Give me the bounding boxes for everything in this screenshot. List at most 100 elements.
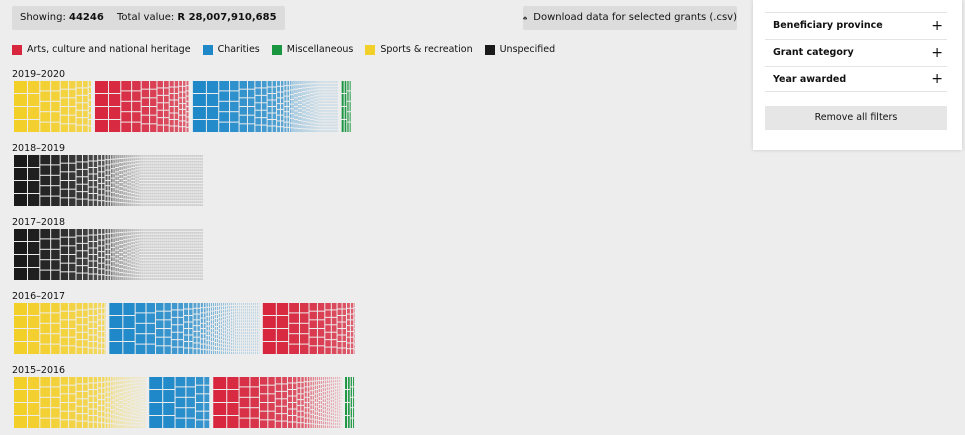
treemap-cell: [318, 95, 320, 98]
treemap-cell: [28, 242, 40, 254]
treemap-cell: [317, 329, 325, 337]
filter-beneficiary-province[interactable]: Beneficiary province +: [765, 12, 947, 38]
treemap-cell: [277, 115, 280, 121]
treemap-cell: [289, 334, 299, 344]
treemap-cell: [226, 329, 228, 332]
treemap-cell: [121, 203, 123, 206]
treemap-cell: [325, 317, 331, 325]
treemap-cell: [169, 120, 174, 126]
treemap-cell: [137, 191, 139, 194]
treemap-cell: [167, 166, 169, 169]
treemap-cell: [121, 425, 123, 428]
treemap-cell: [115, 194, 117, 198]
treemap-cell: [238, 331, 240, 334]
treemap-cell: [151, 234, 153, 237]
plus-icon[interactable]: +: [931, 71, 943, 87]
treemap-cell: [93, 390, 98, 396]
filter-year-awarded[interactable]: Year awarded +: [765, 66, 947, 92]
treemap-cell: [137, 179, 139, 182]
treemap-cell: [117, 420, 119, 424]
treemap-cell: [157, 155, 159, 157]
treemap-cell: [127, 380, 129, 383]
treemap-cell: [131, 194, 133, 197]
treemap-cell: [51, 165, 60, 175]
treemap-cell: [135, 416, 137, 419]
treemap-cell: [133, 403, 135, 406]
treemap-cell: [98, 257, 102, 263]
treemap-cell: [161, 272, 163, 275]
treemap-cell: [187, 272, 189, 275]
plus-icon[interactable]: +: [931, 44, 943, 61]
treemap-cell: [201, 186, 203, 189]
treemap-cell: [173, 269, 175, 272]
treemap-cell: [149, 183, 151, 186]
treemap-cell: [244, 311, 246, 314]
treemap-cell: [316, 398, 318, 402]
treemap-cell: [256, 303, 258, 305]
treemap-cell: [310, 395, 312, 400]
treemap-cell: [230, 306, 232, 309]
treemap-cell: [88, 229, 93, 235]
treemap-cell: [173, 234, 175, 237]
treemap-cell: [175, 192, 177, 195]
filter-grant-category[interactable]: Grant category +: [765, 39, 947, 65]
legend-label-arts: Arts, culture and national heritage: [27, 44, 191, 55]
treemap-cell: [193, 275, 195, 278]
treemap-cell: [149, 275, 151, 278]
treemap-cell: [316, 390, 318, 394]
treemap-cell: [181, 231, 183, 234]
treemap-cell: [208, 340, 210, 345]
treemap-cell: [195, 175, 197, 178]
treemap-cell: [165, 169, 167, 172]
treemap-cell: [111, 419, 113, 424]
treemap-cell: [195, 204, 197, 206]
treemap-cell: [163, 272, 165, 275]
treemap-cell: [193, 255, 195, 257]
treemap-cell: [289, 313, 299, 323]
treemap-cell: [222, 316, 224, 320]
treemap-cell: [169, 257, 171, 260]
treemap-cell: [165, 234, 167, 237]
treemap-cell: [111, 169, 113, 173]
remove-all-filters-button[interactable]: Remove all filters: [765, 106, 947, 130]
treemap-cell: [127, 179, 129, 182]
treemap-cell: [143, 385, 145, 388]
treemap-cell: [117, 272, 119, 276]
treemap-cell: [102, 257, 105, 263]
treemap-cell: [111, 266, 113, 271]
treemap-cell: [254, 320, 256, 323]
plus-icon[interactable]: +: [931, 17, 943, 34]
treemap-cell: [210, 333, 212, 337]
treemap-cell: [307, 382, 310, 387]
treemap-cell: [82, 258, 88, 266]
legend-item-unspecified: Unspecified: [484, 44, 555, 55]
treemap-cell: [159, 231, 161, 234]
treemap-cell: [272, 113, 277, 119]
download-csv-button[interactable]: Download data for selected grants (.csv): [523, 6, 737, 30]
treemap-cell: [326, 425, 328, 428]
treemap-cell: [159, 229, 161, 231]
treemap-cell: [261, 103, 267, 110]
treemap-cell: [189, 246, 191, 249]
treemap-cell: [338, 382, 340, 385]
treemap-cell: [258, 311, 260, 314]
treemap-cell: [308, 119, 310, 122]
treemap-cell: [161, 260, 163, 263]
treemap-cell: [153, 246, 155, 249]
treemap-cell: [185, 229, 187, 231]
treemap-cell: [346, 308, 350, 314]
treemap-cell: [173, 252, 175, 254]
treemap-cell: [195, 240, 197, 243]
legend-item-miscellaneous: Miscellaneous: [271, 44, 353, 55]
treemap-cell: [326, 415, 328, 418]
treemap-cell: [318, 389, 320, 392]
treemap-cell: [105, 181, 108, 186]
treemap-cell: [348, 403, 350, 415]
treemap-cell: [82, 340, 88, 347]
treemap-cell: [102, 246, 105, 252]
treemap-cell: [125, 158, 127, 162]
treemap-cell: [331, 325, 337, 332]
treemap-cell: [129, 165, 131, 168]
treemap-cell: [123, 162, 125, 166]
treemap-cell: [341, 94, 344, 106]
